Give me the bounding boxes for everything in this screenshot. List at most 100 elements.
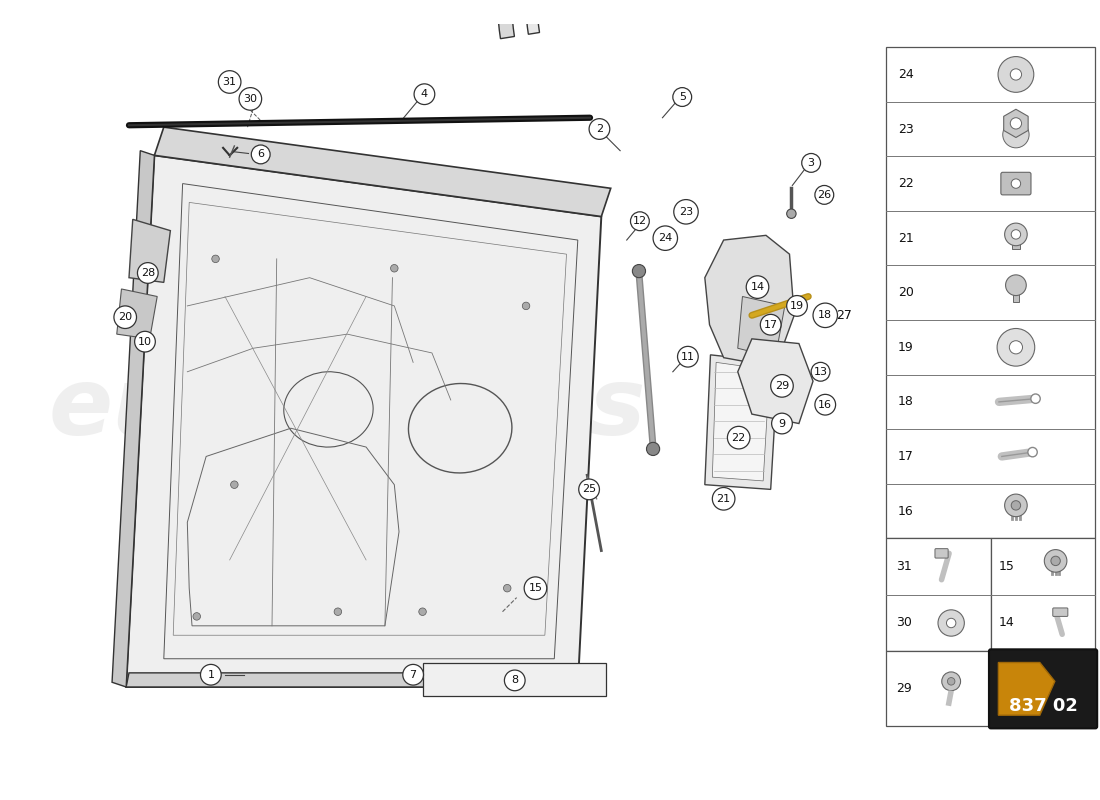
Circle shape <box>630 212 649 230</box>
Circle shape <box>813 303 837 327</box>
Text: 1: 1 <box>207 670 215 680</box>
Circle shape <box>771 413 792 434</box>
Text: eurospares: eurospares <box>48 363 646 455</box>
FancyBboxPatch shape <box>989 650 1097 728</box>
Text: 31: 31 <box>222 77 236 87</box>
Text: 19: 19 <box>898 341 913 354</box>
Circle shape <box>1027 447 1037 457</box>
FancyBboxPatch shape <box>991 538 1096 651</box>
FancyBboxPatch shape <box>887 538 991 651</box>
Polygon shape <box>154 127 611 217</box>
Circle shape <box>403 664 424 685</box>
FancyBboxPatch shape <box>1013 286 1019 302</box>
Text: 27: 27 <box>836 309 852 322</box>
Polygon shape <box>126 155 602 687</box>
Circle shape <box>219 70 241 94</box>
Text: 31: 31 <box>895 560 912 573</box>
Circle shape <box>1011 179 1021 188</box>
Polygon shape <box>999 662 1055 715</box>
Text: 23: 23 <box>679 207 693 217</box>
Circle shape <box>1004 494 1027 517</box>
Circle shape <box>1005 275 1026 295</box>
Text: 12: 12 <box>632 216 647 226</box>
Text: 30: 30 <box>243 94 257 104</box>
FancyBboxPatch shape <box>887 651 991 726</box>
Circle shape <box>419 608 427 615</box>
Polygon shape <box>112 150 154 687</box>
Text: 21: 21 <box>898 232 913 245</box>
Text: 7: 7 <box>409 670 417 680</box>
Circle shape <box>1044 550 1067 572</box>
Polygon shape <box>705 355 778 490</box>
FancyBboxPatch shape <box>1012 234 1020 250</box>
Text: 2: 2 <box>596 124 603 134</box>
Circle shape <box>760 314 781 335</box>
Text: 14: 14 <box>999 617 1014 630</box>
Polygon shape <box>705 235 794 367</box>
Text: 15: 15 <box>528 583 542 593</box>
Circle shape <box>231 481 238 489</box>
Circle shape <box>505 670 525 690</box>
Circle shape <box>647 442 660 455</box>
Circle shape <box>1050 556 1060 566</box>
Polygon shape <box>126 673 581 687</box>
Circle shape <box>802 154 821 172</box>
Circle shape <box>1011 230 1021 239</box>
Circle shape <box>114 306 136 329</box>
Text: 29: 29 <box>774 381 789 391</box>
Circle shape <box>1031 394 1041 403</box>
Circle shape <box>212 255 219 262</box>
Text: 6: 6 <box>257 150 264 159</box>
Circle shape <box>1003 122 1030 148</box>
Text: 22: 22 <box>898 177 913 190</box>
Circle shape <box>678 346 698 367</box>
Text: 9: 9 <box>779 418 785 429</box>
Text: 8: 8 <box>512 675 518 686</box>
Circle shape <box>579 479 600 500</box>
FancyBboxPatch shape <box>422 663 606 696</box>
Circle shape <box>997 329 1035 366</box>
Circle shape <box>522 302 530 310</box>
Polygon shape <box>129 219 170 282</box>
Text: 30: 30 <box>895 617 912 630</box>
Polygon shape <box>738 339 813 423</box>
FancyBboxPatch shape <box>1001 172 1031 195</box>
FancyBboxPatch shape <box>935 549 948 558</box>
Circle shape <box>1010 118 1022 129</box>
Circle shape <box>1010 69 1022 80</box>
Text: 16: 16 <box>818 400 833 410</box>
Circle shape <box>653 226 678 250</box>
Text: 22: 22 <box>732 433 746 442</box>
Text: 14: 14 <box>750 282 764 292</box>
Circle shape <box>786 209 796 218</box>
Text: 18: 18 <box>818 310 833 320</box>
Text: 24: 24 <box>898 68 913 81</box>
Circle shape <box>414 84 435 105</box>
Circle shape <box>771 374 793 397</box>
Text: 18: 18 <box>898 395 914 408</box>
Polygon shape <box>117 289 157 339</box>
Text: 19: 19 <box>790 301 804 311</box>
Circle shape <box>947 678 955 685</box>
FancyBboxPatch shape <box>1053 608 1068 617</box>
Circle shape <box>674 199 698 224</box>
Circle shape <box>192 613 200 620</box>
Circle shape <box>998 57 1034 92</box>
Circle shape <box>938 610 965 636</box>
Text: 25: 25 <box>582 484 596 494</box>
Text: 16: 16 <box>898 505 913 518</box>
Text: 11: 11 <box>681 352 695 362</box>
Circle shape <box>746 276 769 298</box>
Circle shape <box>200 664 221 685</box>
Circle shape <box>727 426 750 449</box>
Text: 4: 4 <box>421 90 428 99</box>
Circle shape <box>504 585 512 592</box>
Circle shape <box>134 331 155 352</box>
Circle shape <box>1011 501 1021 510</box>
Circle shape <box>713 487 735 510</box>
Circle shape <box>590 118 609 139</box>
Circle shape <box>946 618 956 628</box>
Polygon shape <box>713 362 770 481</box>
Circle shape <box>525 577 547 599</box>
Polygon shape <box>1003 110 1028 138</box>
